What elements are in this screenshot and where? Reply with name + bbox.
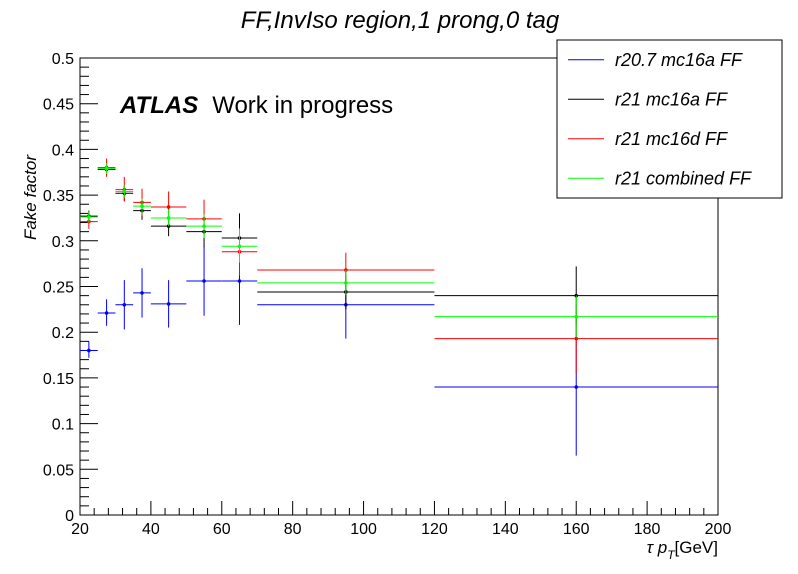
x-axis-title-suffix: [GeV] [675, 538, 718, 557]
legend-label: r21 mc16d FF [615, 129, 728, 149]
atlas-logo-text: ATLAS [119, 92, 198, 119]
y-tick-label: 0.5 [52, 51, 74, 68]
atlas-annotation-text: Work in progress [212, 92, 393, 119]
data-point [344, 281, 348, 285]
data-point [202, 224, 206, 228]
y-tick-label: 0.15 [43, 371, 74, 388]
data-point [140, 291, 144, 295]
data-point [574, 314, 579, 319]
data-point [140, 204, 144, 208]
y-tick-label: 0.05 [43, 462, 74, 479]
x-tick-label: 40 [142, 521, 160, 538]
data-point [166, 302, 171, 306]
y-axis-title: Fake factor [21, 154, 40, 240]
plot-area: 20 40 60 80 100 120 140 160 180 200 0 0.05 0.1 0.15 0.… [43, 51, 732, 538]
x-tick-label: 160 [563, 521, 590, 538]
legend-label: r20.7 mc16a FF [615, 50, 743, 70]
x-axis-title: τ pT[GeV] [647, 538, 718, 562]
y-tick-label: 0.3 [52, 234, 74, 251]
x-tick-label: 60 [213, 521, 231, 538]
legend-label: r21 mc16a FF [615, 89, 728, 109]
legend: r20.7 mc16a FF r21 mc16a FF r21 mc16d FF r2… [556, 39, 783, 199]
data-point [104, 311, 109, 315]
data-point [87, 348, 91, 353]
x-tick-label: 20 [71, 521, 89, 538]
data-point [122, 189, 127, 194]
data-series [80, 238, 718, 456]
data-point [166, 216, 171, 220]
data-point [104, 166, 109, 171]
x-axis-title-subscript: T [667, 548, 676, 562]
data-point [202, 279, 206, 283]
data-point [237, 279, 242, 283]
atlas-label: ATLAS Work in progress [119, 92, 393, 119]
x-tick-label: 180 [634, 521, 661, 538]
chart-title: FF,InvIso region,1 prong,0 tag [241, 7, 560, 34]
x-axis-title-prefix: τ p [647, 538, 668, 557]
y-tick-label: 0.4 [52, 142, 74, 159]
y-tick-label: 0.2 [52, 325, 74, 342]
data-point [87, 215, 91, 219]
data-point [574, 385, 579, 389]
y-tick-label: 0.35 [43, 188, 74, 205]
x-tick-label: 140 [492, 521, 519, 538]
x-tick-label: 200 [705, 521, 732, 538]
legend-label: r21 combined FF [615, 168, 752, 188]
y-tick-label: 0.25 [43, 280, 74, 297]
data-series [80, 163, 718, 338]
x-tick-label: 120 [421, 521, 448, 538]
legend-box [556, 39, 783, 199]
data-point [574, 336, 579, 341]
data-point [122, 302, 127, 307]
data-point [166, 205, 171, 209]
y-tick-label: 0.45 [43, 97, 74, 114]
x-tick-label: 80 [284, 521, 302, 538]
data-point [237, 244, 242, 249]
y-tick-label: 0.1 [52, 417, 74, 434]
y-tick-label: 0 [65, 508, 74, 525]
x-tick-label: 100 [350, 521, 377, 538]
